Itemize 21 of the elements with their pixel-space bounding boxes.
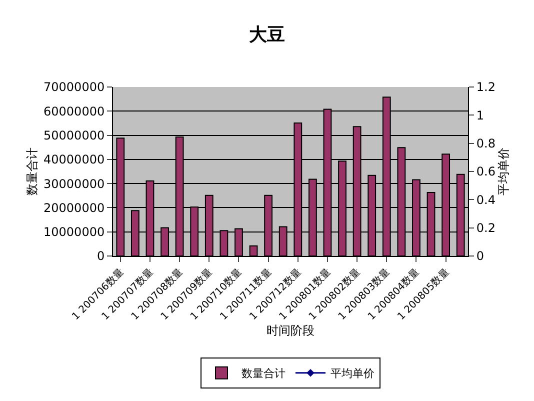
y-tick-label: 50000000 xyxy=(44,128,105,142)
y2-tick-label: 1 xyxy=(476,108,484,122)
y2-axis-title: 平均单价 xyxy=(496,148,510,196)
y-tick-label: 10000000 xyxy=(44,225,105,240)
y2-tick-label: 0.6 xyxy=(476,164,496,179)
chart-title: 大豆 xyxy=(248,24,285,46)
y2-tick-label: 0.8 xyxy=(476,136,496,151)
y2-tick-label: 1.2 xyxy=(476,80,496,94)
y-tick-label: 60000000 xyxy=(44,104,105,118)
legend-label: 数量合计 xyxy=(242,367,286,380)
y-axis-title: 数量合计 xyxy=(24,148,39,196)
y-tick-label: 0 xyxy=(96,249,105,264)
y2-tick-label: 0.2 xyxy=(476,221,496,236)
y2-tick-label: 0.4 xyxy=(476,192,496,207)
y-tick-label: 40000000 xyxy=(44,152,105,167)
y2-tick-label: 0 xyxy=(476,249,484,264)
y-tick-label: 70000000 xyxy=(44,80,105,94)
x-axis-title: 时间阶段 xyxy=(266,323,314,338)
y-tick-label: 20000000 xyxy=(44,200,105,215)
legend-label: 平均单价 xyxy=(330,367,374,380)
y-tick-label: 30000000 xyxy=(44,176,105,191)
